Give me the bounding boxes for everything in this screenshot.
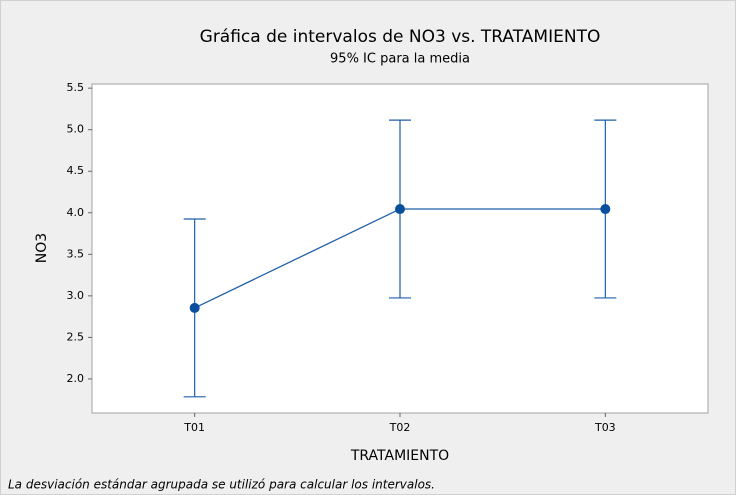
- mean-point: [395, 204, 405, 215]
- chart-title: Gráfica de intervalos de NO3 vs. TRATAMI…: [200, 27, 601, 47]
- footnote: La desviación estándar agrupada se utili…: [8, 478, 435, 492]
- mean-point: [600, 204, 611, 215]
- y-tick-label: 4.0: [67, 206, 85, 219]
- y-tick-label: 4.5: [67, 164, 85, 177]
- y-tick-label: 3.0: [67, 289, 85, 302]
- y-tick-label: 5.5: [67, 81, 85, 94]
- y-tick-label: 2.5: [67, 330, 85, 343]
- chart-subtitle: 95% IC para la media: [330, 52, 470, 67]
- y-axis-label: NO3: [34, 233, 50, 263]
- y-tick-label: 5.0: [67, 123, 85, 136]
- y-tick-label: 2.0: [67, 372, 85, 385]
- y-tick-label: 3.5: [67, 247, 85, 260]
- x-tick-label: T02: [389, 421, 411, 434]
- x-axis-label: TRATAMIENTO: [350, 448, 449, 464]
- mean-point: [189, 302, 200, 313]
- x-tick-label: T01: [183, 421, 205, 434]
- x-tick-label: T03: [594, 421, 616, 434]
